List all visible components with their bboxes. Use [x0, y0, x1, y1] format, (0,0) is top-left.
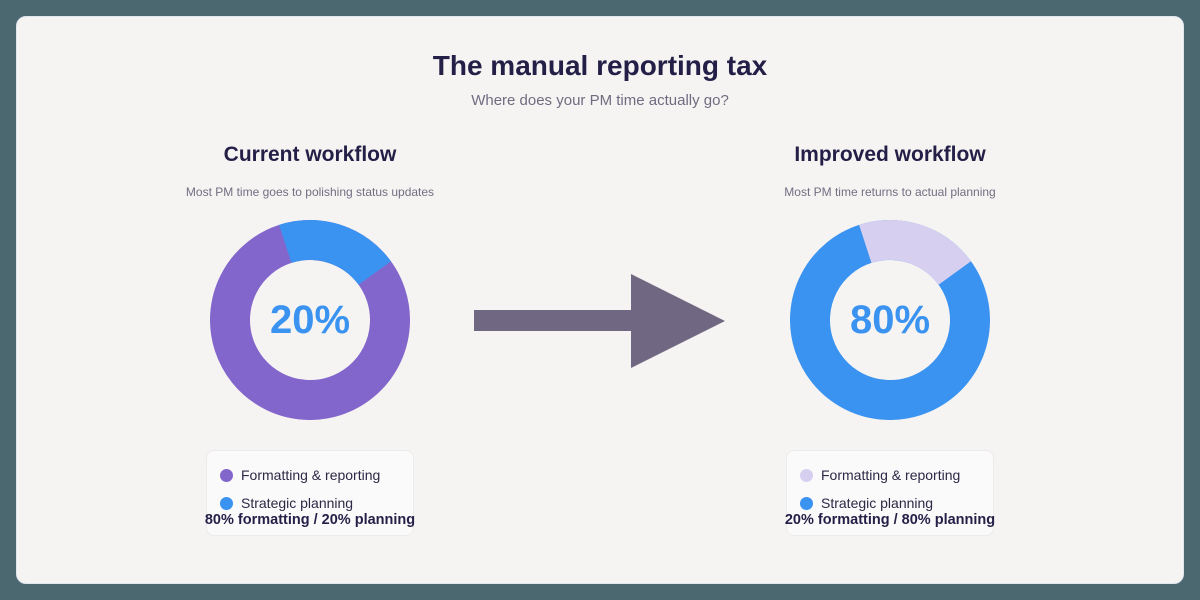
- current-workflow-title: Current workflow: [223, 143, 397, 166]
- improved-workflow-summary: 20% formatting / 80% planning: [784, 512, 996, 528]
- legend-label: Formatting & reporting: [821, 467, 961, 483]
- legend-label: Strategic planning: [821, 495, 934, 511]
- improved-workflow-legend: Formatting & reporting Strategic plannin…: [786, 450, 994, 536]
- improved-workflow-subtitle: Most PM time returns to actual planning: [784, 185, 996, 199]
- legend-dot-icon: [800, 468, 813, 482]
- legend-item-formatting: Formatting & reporting: [800, 466, 960, 484]
- legend-dot-icon: [800, 496, 813, 510]
- formatting-segment: [210, 220, 410, 420]
- improved-workflow-title: Improved workflow: [794, 143, 986, 166]
- current-workflow-subtitle: Most PM time goes to polishing status up…: [185, 185, 435, 199]
- right-arrow-icon: [474, 274, 725, 368]
- legend-label: Strategic planning: [241, 495, 354, 511]
- planning-segment: [790, 220, 990, 420]
- legend-dot-icon: [220, 496, 233, 510]
- legend-dot-icon: [220, 468, 233, 482]
- page-title: The manual reporting tax: [432, 50, 768, 81]
- improved-workflow-donut: 80%: [790, 220, 990, 420]
- legend-item-planning: Strategic planning: [800, 494, 933, 512]
- current-workflow-summary: 80% formatting / 20% planning: [204, 512, 416, 528]
- current-workflow-legend: Formatting & reporting Strategic plannin…: [206, 450, 414, 536]
- legend-item-planning: Strategic planning: [220, 494, 353, 512]
- donut-center-label: 20%: [269, 298, 351, 342]
- legend-label: Formatting & reporting: [241, 467, 381, 483]
- page-subtitle: Where does your PM time actually go?: [471, 92, 729, 109]
- donut-center-label: 80%: [849, 298, 931, 342]
- current-workflow-donut: 20%: [210, 220, 410, 420]
- legend-item-formatting: Formatting & reporting: [220, 466, 380, 484]
